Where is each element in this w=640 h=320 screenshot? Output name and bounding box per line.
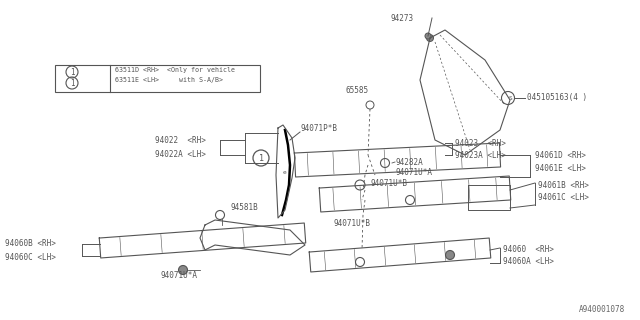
Text: 94282A: 94282A (395, 157, 423, 166)
Text: 1: 1 (259, 154, 264, 163)
Circle shape (445, 251, 454, 260)
Text: 94071U*A: 94071U*A (160, 270, 197, 279)
Text: 94023  <RH>: 94023 <RH> (455, 139, 506, 148)
Text: 94061D <RH>: 94061D <RH> (535, 150, 586, 159)
Text: S: S (508, 95, 512, 100)
Text: 94581B: 94581B (230, 204, 258, 212)
Text: e: e (283, 170, 287, 174)
Circle shape (426, 35, 433, 42)
Text: 63511D <RH>  <Only for vehicle: 63511D <RH> <Only for vehicle (115, 67, 235, 73)
Text: 94060  <RH>: 94060 <RH> (503, 245, 554, 254)
Text: 1: 1 (70, 68, 74, 76)
Text: 1: 1 (70, 78, 74, 87)
Text: 94071U*B: 94071U*B (370, 179, 407, 188)
Text: 65585: 65585 (345, 85, 368, 94)
Text: 94071U*B: 94071U*B (333, 219, 370, 228)
Text: 94061E <LH>: 94061E <LH> (535, 164, 586, 172)
Text: 94060B <RH>: 94060B <RH> (5, 239, 56, 249)
Circle shape (179, 266, 188, 275)
Text: 63511E <LH>     with S-A/B>: 63511E <LH> with S-A/B> (115, 77, 223, 83)
Text: 94273: 94273 (390, 13, 413, 22)
Bar (55, 65, 260, 92)
Text: 94061C <LH>: 94061C <LH> (538, 194, 589, 203)
Text: 94022A <LH>: 94022A <LH> (155, 149, 206, 158)
Text: 94071U*A: 94071U*A (395, 167, 432, 177)
Circle shape (425, 33, 431, 39)
Text: 94060A <LH>: 94060A <LH> (503, 258, 554, 267)
Text: A940001078: A940001078 (579, 306, 625, 315)
Text: 94060C <LH>: 94060C <LH> (5, 252, 56, 261)
Text: 045105163(4 ): 045105163(4 ) (527, 92, 587, 101)
Text: 94022  <RH>: 94022 <RH> (155, 135, 206, 145)
Text: 94071P*B: 94071P*B (300, 124, 337, 132)
Text: 94023A <LH>: 94023A <LH> (455, 150, 506, 159)
Text: 94061B <RH>: 94061B <RH> (538, 180, 589, 189)
